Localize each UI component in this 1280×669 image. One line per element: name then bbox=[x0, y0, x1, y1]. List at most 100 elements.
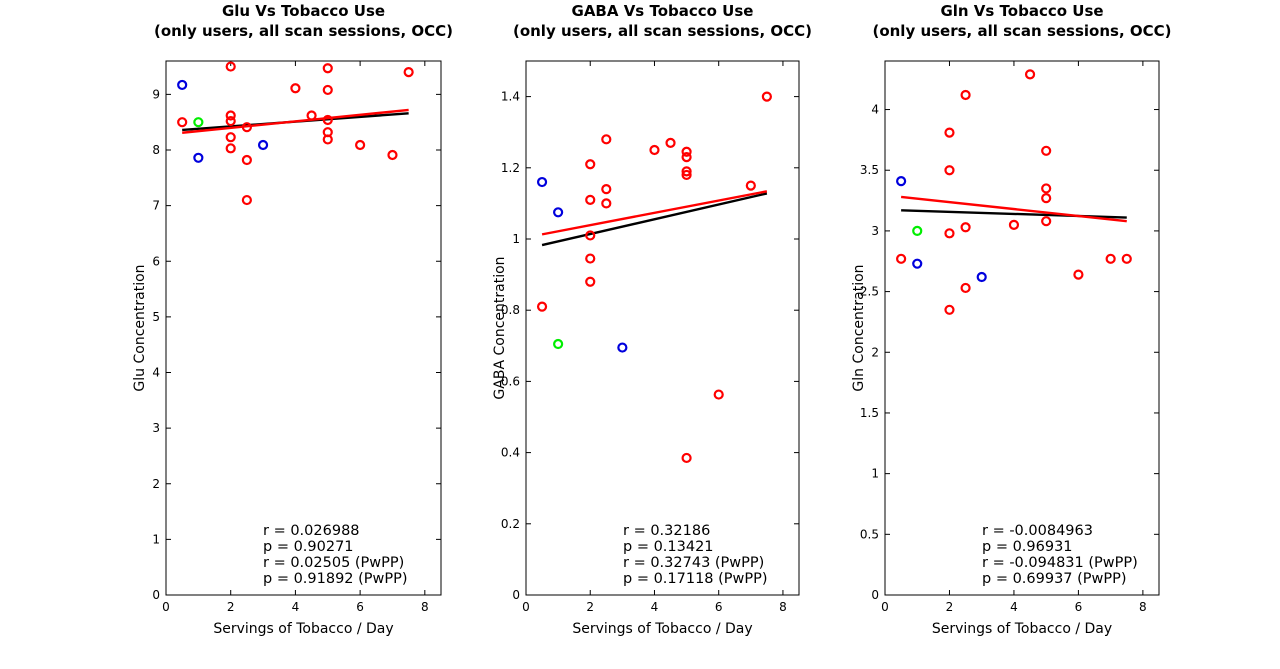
y-tick-label: 0 bbox=[152, 588, 160, 602]
data-point-red bbox=[225, 132, 236, 143]
y-tick-label: 0 bbox=[512, 588, 520, 602]
data-point-red bbox=[665, 137, 676, 148]
x-tick-label: 0 bbox=[162, 600, 170, 614]
x-tick-label: 2 bbox=[586, 600, 594, 614]
data-point-red bbox=[241, 122, 252, 133]
data-point-red bbox=[713, 389, 724, 400]
data-point-blue bbox=[617, 342, 628, 353]
data-point-red bbox=[944, 127, 955, 138]
y-tick-label: 0.5 bbox=[860, 527, 879, 541]
data-point-red bbox=[681, 152, 692, 163]
axes-box bbox=[165, 60, 442, 596]
data-point-red bbox=[585, 159, 596, 170]
x-tick-label: 8 bbox=[421, 600, 429, 614]
y-tick-label: 2 bbox=[871, 345, 879, 359]
y-tick-label: 0 bbox=[871, 588, 879, 602]
data-point-red bbox=[290, 83, 301, 94]
data-point-red bbox=[681, 166, 692, 177]
chart-title-line-1: Gln Vs Tobacco Use bbox=[940, 2, 1103, 20]
axes-box bbox=[884, 60, 1160, 596]
y-tick-label: 1 bbox=[152, 532, 160, 546]
data-point-blue bbox=[896, 176, 907, 187]
data-point-green bbox=[553, 338, 564, 350]
data-point-red bbox=[944, 304, 955, 315]
y-tick-label: 2.5 bbox=[860, 285, 879, 299]
y-tick-label: 4 bbox=[871, 103, 879, 117]
stat-line-3: r = 0.32743 (PwPP) bbox=[623, 555, 764, 571]
stat-line-2: p = 0.96931 bbox=[982, 539, 1073, 555]
stat-line-2: p = 0.90271 bbox=[263, 539, 354, 555]
x-tick-label: 6 bbox=[356, 600, 364, 614]
y-tick-label: 7 bbox=[152, 199, 160, 213]
data-point-red bbox=[536, 301, 548, 312]
data-point-blue bbox=[976, 271, 987, 283]
y-axis-label: Glu Concentration bbox=[132, 264, 148, 391]
data-point-red bbox=[601, 184, 612, 195]
data-point-red bbox=[681, 452, 692, 464]
data-point-red bbox=[944, 228, 955, 239]
stat-line-2: p = 0.13421 bbox=[623, 539, 714, 555]
data-point-red bbox=[1041, 193, 1052, 204]
data-point-red bbox=[322, 63, 333, 74]
x-axis-label: Servings of Tobacco / Day bbox=[932, 621, 1112, 637]
data-point-blue bbox=[536, 176, 548, 188]
stat-line-4: p = 0.17118 (PwPP) bbox=[623, 571, 768, 587]
data-point-red bbox=[681, 146, 692, 157]
x-tick-label: 6 bbox=[715, 600, 723, 614]
stat-line-1: r = 0.32186 bbox=[623, 523, 710, 539]
y-axis-label: GABA Concentration bbox=[492, 256, 508, 399]
x-axis-label: Servings of Tobacco / Day bbox=[572, 621, 752, 637]
data-point-red bbox=[1121, 253, 1132, 264]
data-point-red bbox=[1041, 216, 1052, 227]
data-point-red bbox=[225, 110, 236, 121]
data-point-blue bbox=[257, 139, 269, 151]
subplot-2: GABA Vs Tobacco Use (only users, all scan… bbox=[492, 2, 812, 637]
x-tick-label: 6 bbox=[1075, 600, 1083, 614]
y-tick-label: 1.2 bbox=[501, 161, 520, 175]
data-point-red bbox=[585, 253, 596, 264]
axes-box bbox=[525, 60, 800, 596]
data-point-red bbox=[601, 198, 612, 209]
data-point-red bbox=[1073, 269, 1084, 280]
data-point-red bbox=[355, 139, 366, 151]
chart-title-line-1: Glu Vs Tobacco Use bbox=[222, 2, 385, 20]
fit-line-pwpp bbox=[182, 108, 409, 134]
y-tick-label: 9 bbox=[152, 87, 160, 101]
chart-title-line-2: (only users, all scan sessions, OCC) bbox=[872, 22, 1171, 40]
data-point-red bbox=[322, 114, 333, 126]
stat-line-4: p = 0.69937 (PwPP) bbox=[982, 571, 1127, 587]
data-point-red bbox=[960, 282, 971, 294]
y-tick-label: 1.4 bbox=[501, 90, 520, 104]
y-tick-label: 6 bbox=[152, 254, 160, 268]
y-tick-label: 3 bbox=[871, 224, 879, 238]
x-tick-label: 0 bbox=[881, 600, 889, 614]
y-tick-label: 4 bbox=[152, 366, 160, 380]
data-point-red bbox=[1105, 253, 1116, 264]
y-tick-label: 5 bbox=[152, 310, 160, 324]
x-tick-label: 2 bbox=[227, 600, 235, 614]
x-tick-label: 8 bbox=[779, 600, 787, 614]
chart-title-line-2: (only users, all scan sessions, OCC) bbox=[513, 22, 812, 40]
stat-line-1: r = 0.026988 bbox=[263, 523, 360, 539]
y-tick-label: 3.5 bbox=[860, 163, 879, 177]
data-point-red bbox=[1024, 69, 1036, 80]
y-axis-label: Gln Concentration bbox=[851, 264, 867, 391]
y-tick-label: 1.5 bbox=[860, 406, 879, 420]
data-point-red bbox=[241, 194, 252, 206]
y-tick-label: 0.6 bbox=[501, 374, 520, 388]
data-point-red bbox=[944, 165, 955, 176]
data-point-blue bbox=[553, 207, 564, 218]
data-point-red bbox=[601, 134, 612, 145]
data-point-red bbox=[306, 110, 317, 121]
data-point-red bbox=[960, 89, 971, 101]
data-point-blue bbox=[177, 79, 188, 91]
stat-line-1: r = -0.0084963 bbox=[982, 523, 1093, 539]
data-point-blue bbox=[912, 258, 923, 269]
data-point-red bbox=[585, 276, 596, 287]
stat-line-3: r = -0.094831 (PwPP) bbox=[982, 555, 1138, 571]
data-point-red bbox=[225, 61, 236, 72]
data-point-red bbox=[896, 253, 907, 264]
y-tick-label: 0.4 bbox=[501, 446, 520, 460]
stat-line-4: p = 0.91892 (PwPP) bbox=[263, 571, 408, 587]
